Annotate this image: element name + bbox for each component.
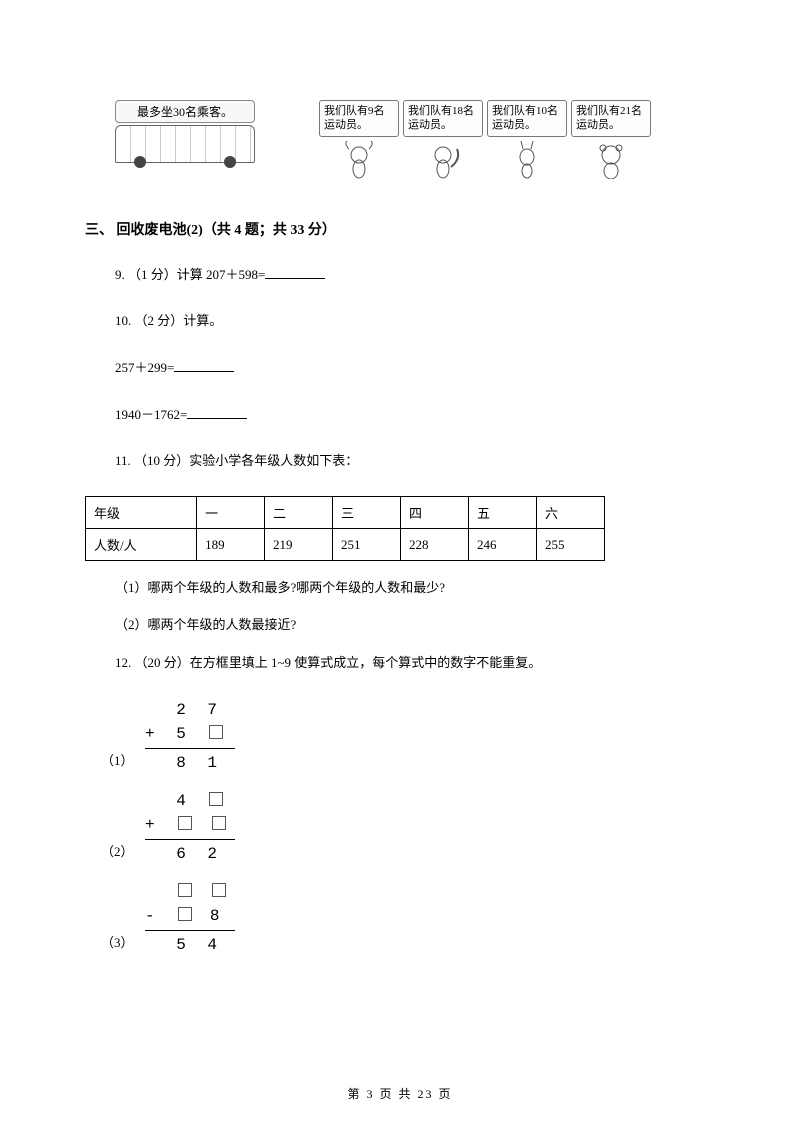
fill-box[interactable] <box>212 816 226 830</box>
calc-2: 4 + 6 2 （2） <box>145 789 715 866</box>
operator: - <box>145 907 161 925</box>
question-9: 9. （1 分）计算 207＋598= <box>115 263 715 288</box>
character-4: 我们队有21名运动员。 <box>571 100 651 179</box>
calc-row: 6 2 <box>145 842 715 866</box>
table-cell: 人数/人 <box>86 529 197 561</box>
table-cell: 年级 <box>86 497 197 529</box>
speech-bubble: 我们队有9名运动员。 <box>319 100 399 137</box>
table-cell: 189 <box>197 529 265 561</box>
fill-box[interactable] <box>178 907 192 921</box>
q10-expr1: 257＋299= <box>115 360 174 375</box>
question-10-title: 10. （2 分）计算。 <box>115 309 715 334</box>
question-10-line1: 257＋299= <box>115 356 715 381</box>
speech-bubble: 我们队有18名运动员。 <box>403 100 483 137</box>
table-cell: 六 <box>536 497 604 529</box>
fill-box[interactable] <box>178 816 192 830</box>
digits: 5 <box>161 725 192 743</box>
calc-row: + <box>145 813 715 837</box>
q11-sub1: （1）哪两个年级的人数和最多?哪两个年级的人数和最少? <box>115 577 715 596</box>
characters-group: 我们队有9名运动员。 我们队有18名运动员。 我们队有10名运动员。 我们队有2… <box>319 100 651 179</box>
table-cell: 219 <box>265 529 333 561</box>
calc-label: （1） <box>101 751 134 771</box>
blank-input[interactable] <box>265 265 325 279</box>
speech-bubble: 我们队有21名运动员。 <box>571 100 651 137</box>
digits: 4 <box>145 792 192 810</box>
illustration-row: 最多坐30名乘客。 我们队有9名运动员。 我们队有18名运动员。 我们队有10名… <box>85 100 715 179</box>
rabbit-icon <box>507 139 547 179</box>
character-1: 我们队有9名运动员。 <box>319 100 399 179</box>
speech-bubble: 我们队有10名运动员。 <box>487 100 567 137</box>
calc-line <box>145 748 235 749</box>
calc-line <box>145 839 235 840</box>
fill-box[interactable] <box>209 792 223 806</box>
question-12-title: 12. （20 分）在方框里填上 1~9 使算式成立，每个算式中的数字不能重复。 <box>115 651 715 676</box>
calc-label: （2） <box>101 842 134 862</box>
operator: + <box>145 725 161 743</box>
calc-3: - 8 5 4 （3） <box>145 880 715 957</box>
bus-group: 最多坐30名乘客。 <box>115 100 255 163</box>
question-10-line2: 1940－1762= <box>115 403 715 428</box>
squirrel-icon <box>339 139 379 179</box>
calc-line <box>145 930 235 931</box>
calc-1: 2 7 + 5 8 1 （1） <box>145 698 715 775</box>
table-cell: 251 <box>333 529 401 561</box>
q10-expr2: 1940－1762= <box>115 407 187 422</box>
character-2: 我们队有18名运动员。 <box>403 100 483 179</box>
table-cell: 246 <box>469 529 537 561</box>
section-3-header: 三、 回收废电池(2)（共 4 题；共 33 分） <box>85 219 715 239</box>
bear-icon <box>591 139 631 179</box>
page-footer: 第 3 页 共 23 页 <box>0 1085 800 1102</box>
table-cell: 五 <box>469 497 537 529</box>
fill-box[interactable] <box>212 883 226 897</box>
table-cell: 255 <box>536 529 604 561</box>
table-cell: 一 <box>197 497 265 529</box>
table-cell: 二 <box>265 497 333 529</box>
bus-sign: 最多坐30名乘客。 <box>115 100 255 123</box>
blank-input[interactable] <box>174 358 234 372</box>
bus-icon <box>115 125 255 163</box>
table-cell: 228 <box>401 529 469 561</box>
calc-row: - 8 <box>145 904 715 928</box>
table-cell: 三 <box>333 497 401 529</box>
table-row: 人数/人 189 219 251 228 246 255 <box>86 529 605 561</box>
calc-label: （3） <box>101 933 134 953</box>
squirrel-icon <box>423 139 463 179</box>
q11-sub2: （2）哪两个年级的人数最接近? <box>115 614 715 633</box>
calc-row: 8 1 <box>145 751 715 775</box>
calc-row: 4 <box>145 789 715 813</box>
calc-row <box>145 880 715 904</box>
fill-box[interactable] <box>209 725 223 739</box>
q9-text: 9. （1 分）计算 207＋598= <box>115 267 265 282</box>
fill-box[interactable] <box>178 883 192 897</box>
calc-row: 2 7 <box>145 698 715 722</box>
calc-row: 5 4 <box>145 933 715 957</box>
digits: 8 <box>194 907 225 925</box>
grades-table: 年级 一 二 三 四 五 六 人数/人 189 219 251 228 246 … <box>85 496 605 561</box>
character-3: 我们队有10名运动员。 <box>487 100 567 179</box>
table-row: 年级 一 二 三 四 五 六 <box>86 497 605 529</box>
operator: + <box>145 816 161 834</box>
blank-input[interactable] <box>187 405 247 419</box>
calc-row: + 5 <box>145 722 715 746</box>
question-11-title: 11. （10 分）实验小学各年级人数如下表： <box>115 449 715 474</box>
table-cell: 四 <box>401 497 469 529</box>
